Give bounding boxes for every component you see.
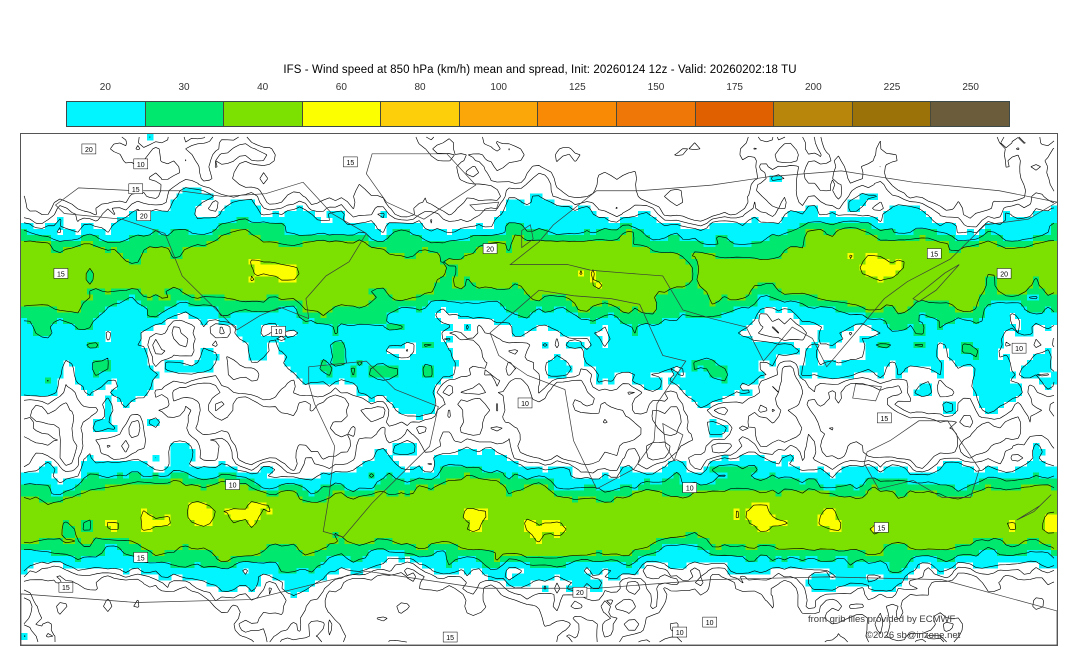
colorbar-tick-225: 225 [883, 82, 901, 93]
colorbar-segment-150 [617, 102, 696, 126]
colorbar-tick-175: 175 [726, 82, 743, 93]
colorbar-segment-175 [695, 102, 775, 126]
colorbar-segment-225 [852, 102, 932, 126]
chart-title: IFS - Wind speed at 850 hPa (km/h) mean … [283, 64, 797, 76]
colorbar-tick-40: 40 [257, 82, 269, 93]
colorbar-segment-100 [459, 102, 539, 126]
colorbar-tick-labels: 20 30 40 60 80 100 125 150 175 200 225 250 [66, 82, 1010, 98]
colorbar-segment-200 [774, 102, 853, 126]
map-field-canvas: 2010151520201010101515151520101020101520… [21, 134, 1057, 645]
colorbar-tick-60: 60 [335, 82, 347, 93]
colorbar: 20 30 40 60 80 100 125 150 175 200 225 250 [66, 82, 1010, 128]
colorbar-swatches [66, 101, 1010, 127]
colorbar-segment-20 [67, 102, 146, 126]
colorbar-segment-125 [538, 102, 618, 126]
map-panel[interactable]: 2010151520201010101515151520101020101520… [20, 133, 1058, 646]
colorbar-tick-20: 20 [99, 82, 111, 93]
source-credit: from grib files provided by ECMWF [808, 614, 956, 625]
colorbar-segment-60 [302, 102, 382, 126]
colorbar-tick-30: 30 [178, 82, 190, 93]
colorbar-segment-250 [931, 102, 1009, 126]
colorbar-tick-80: 80 [414, 82, 426, 93]
copyright-credit: ©2026 sb@irizone.net [866, 630, 961, 641]
coastlines [21, 153, 1057, 645]
contour-lines [23, 136, 1055, 643]
colorbar-tick-100: 100 [490, 82, 507, 93]
field-cells [21, 134, 1057, 640]
colorbar-segment-40 [224, 102, 303, 126]
colorbar-tick-150: 150 [647, 82, 665, 93]
colorbar-segment-30 [145, 102, 225, 126]
contour-labels: 2010151520201010101515151520101020101520… [53, 143, 1027, 643]
colorbar-tick-125: 125 [568, 82, 586, 93]
colorbar-tick-200: 200 [804, 82, 822, 93]
colorbar-tick-250: 250 [962, 82, 979, 93]
colorbar-segment-80 [381, 102, 460, 126]
